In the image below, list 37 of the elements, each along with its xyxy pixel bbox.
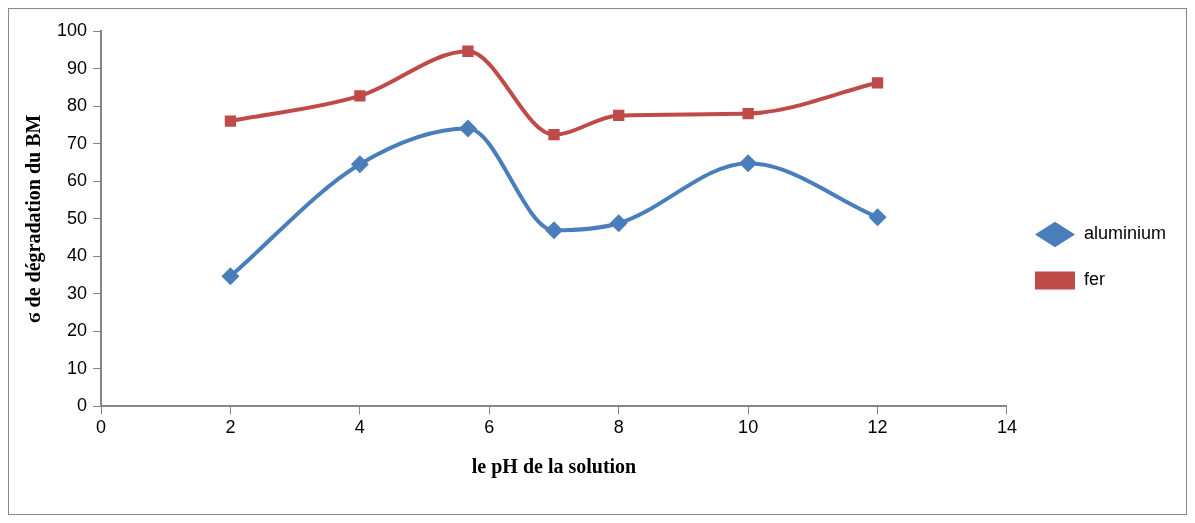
x-tick-label: 6 [484,417,495,438]
y-tick-label: 90 [67,57,88,78]
point [609,214,628,233]
y-tick-label: 10 [67,357,88,378]
x-tick-label: 14 [996,417,1017,438]
point [224,115,237,127]
point [868,208,887,227]
point [354,90,366,102]
x-tick-label: 10 [738,417,759,438]
y-tick-label: 50 [67,207,88,228]
point [350,155,369,174]
y-axis-title: ϭ de dégradation du BM [22,114,46,323]
point [458,119,477,138]
point [742,107,754,120]
y-tick-label: 0 [77,395,88,416]
x-tick-label: 4 [354,417,365,438]
x-tick-label: 12 [867,417,888,438]
y-tick-label: 60 [67,170,88,191]
point [871,77,884,89]
x-tick-label: 8 [613,417,624,438]
legend-label: fer [1083,269,1105,290]
y-tick-label: 100 [56,19,88,40]
y-tick-label: 70 [67,132,88,153]
point [545,221,563,240]
point [462,45,474,57]
x-tick-label: 2 [225,417,236,438]
y-tick-label: 30 [67,282,88,303]
point [221,267,240,286]
point [739,154,758,173]
point [613,109,625,122]
y-tick-label: 20 [67,320,88,341]
legend-label: aluminium [1083,223,1166,244]
point [548,128,560,141]
x-tick-label: 0 [96,417,107,438]
y-tick-label: 40 [67,245,88,266]
y-tick-label: 80 [67,95,88,116]
x-axis-title: le pH de la solution [471,455,637,479]
